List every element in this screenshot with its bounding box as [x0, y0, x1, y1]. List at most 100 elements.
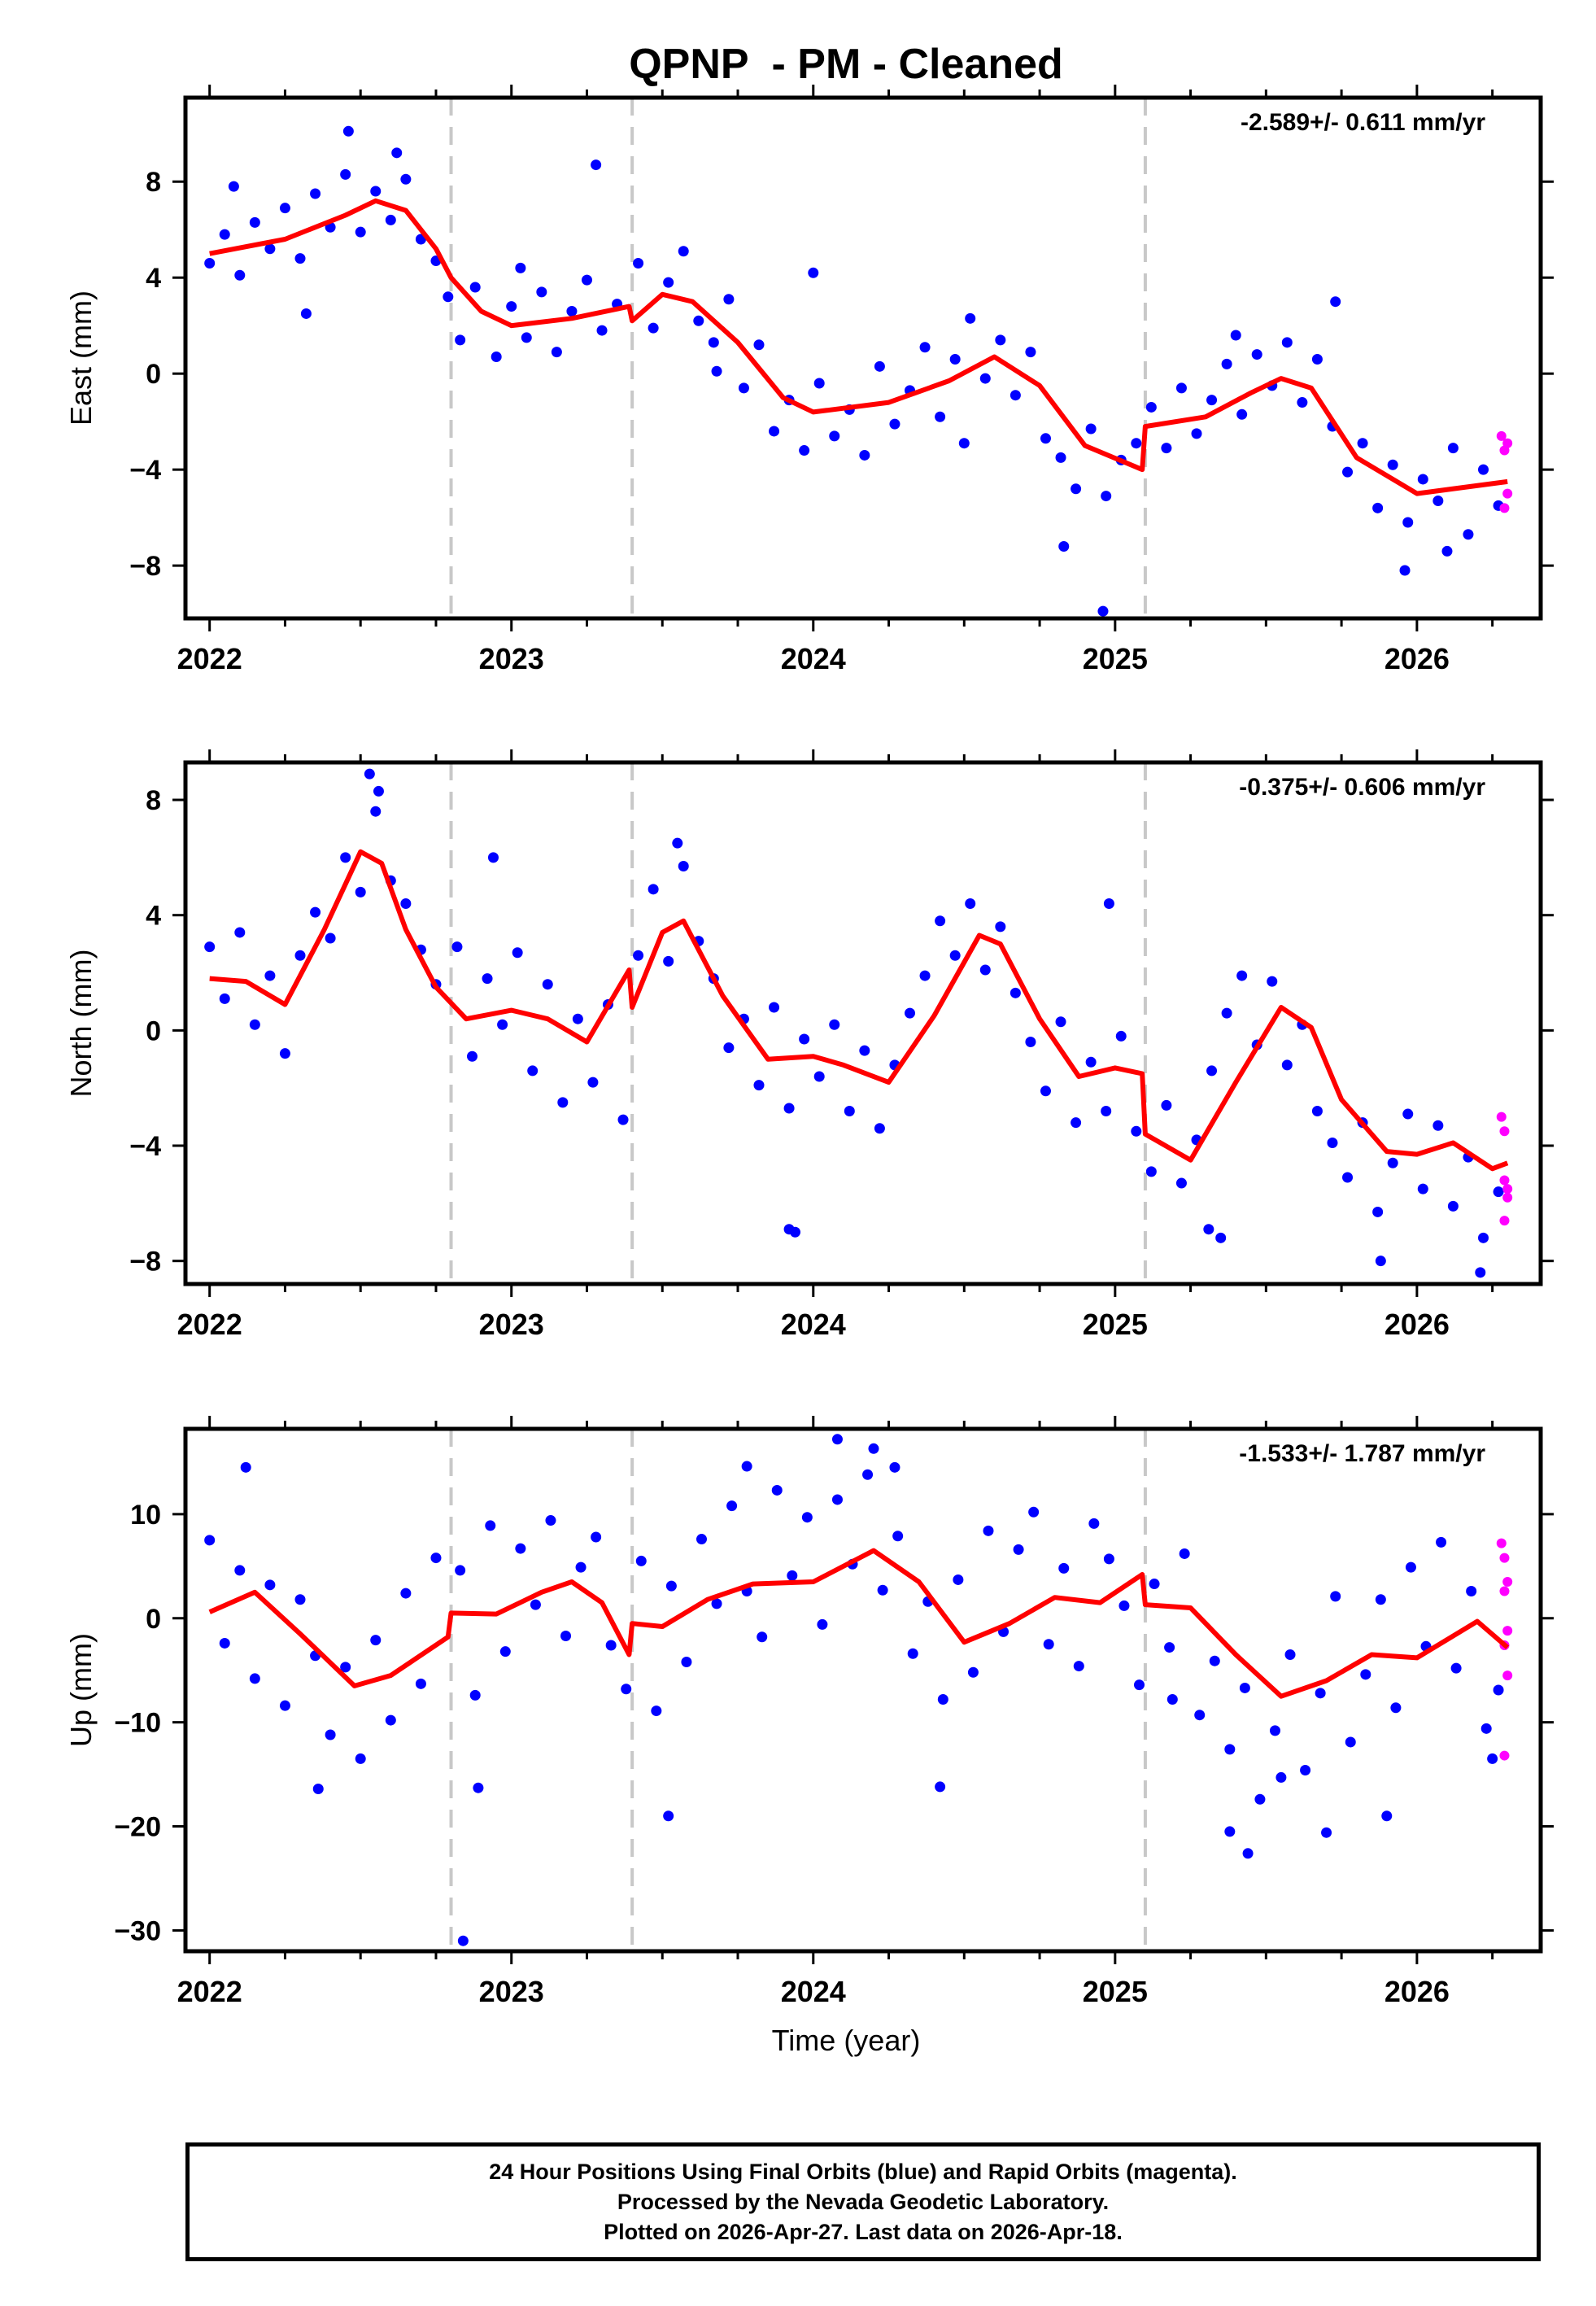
north-final-point — [355, 886, 366, 898]
up-ylabel: Up (mm) — [64, 1633, 98, 1747]
up-final-point — [953, 1574, 964, 1585]
north-panel: −8 −4 0 4 8 2022 2023 2024 2025 2026 North (mm) -0.… — [64, 749, 1554, 1341]
caption-line-2: Processed by the Nevada Geodetic Laborat… — [617, 2189, 1110, 2214]
north-rapid-point — [1502, 1192, 1513, 1203]
up-final-point — [868, 1443, 879, 1454]
east-final-point — [663, 277, 674, 288]
north-final-point — [1327, 1137, 1338, 1148]
east-final-point — [1387, 459, 1398, 470]
up-final-point — [575, 1561, 587, 1573]
up-final-point — [1166, 1694, 1178, 1705]
north-final-point — [919, 970, 931, 981]
up-final-point — [801, 1512, 813, 1523]
north-final-point — [527, 1065, 539, 1077]
up-final-point — [1330, 1591, 1341, 1602]
up-final-point — [1300, 1764, 1311, 1775]
east-final-point — [1399, 565, 1411, 576]
north-final-point — [1055, 1016, 1066, 1028]
east-final-point — [264, 243, 276, 255]
north-final-point — [753, 1080, 765, 1091]
up-final-point — [1088, 1518, 1100, 1529]
east-final-point — [234, 269, 246, 281]
north-ytick-label: 8 — [146, 785, 161, 816]
east-final-point — [648, 322, 659, 334]
up-final-point — [1043, 1639, 1054, 1650]
east-final-point — [693, 315, 704, 326]
up-final-point — [1405, 1561, 1416, 1573]
up-final-point — [1254, 1793, 1266, 1805]
east-final-point — [1236, 408, 1248, 420]
up-final-point — [741, 1461, 752, 1472]
east-final-point — [506, 301, 517, 312]
north-model-line — [209, 849, 1509, 1172]
north-final-point — [1493, 1186, 1504, 1198]
north-xtick-label: 2022 — [177, 1308, 242, 1341]
up-final-point — [621, 1684, 632, 1695]
east-xtick-label: 2023 — [479, 642, 544, 675]
up-final-point — [665, 1580, 677, 1592]
north-ylabel: North (mm) — [64, 950, 98, 1098]
north-xtick-label: 2026 — [1385, 1308, 1450, 1341]
caption-line-1: 24 Hour Positions Using Final Orbits (bl… — [489, 2159, 1237, 2184]
east-final-point — [300, 308, 312, 319]
east-final-point — [935, 411, 946, 422]
east-final-point — [455, 334, 466, 346]
east-final-point — [979, 373, 991, 384]
north-final-point — [672, 837, 683, 849]
east-final-point — [1131, 438, 1142, 449]
up-xtick-label: 2025 — [1083, 1975, 1148, 2008]
east-final-point — [1357, 438, 1368, 449]
up-final-point — [1179, 1548, 1190, 1559]
up-final-point — [831, 1434, 843, 1445]
north-final-point — [1131, 1125, 1142, 1137]
north-final-point — [1342, 1172, 1354, 1183]
east-ytick-label: 8 — [146, 167, 161, 198]
east-ytick-label: −8 — [129, 551, 161, 582]
up-final-point — [1360, 1669, 1371, 1680]
north-final-point — [1161, 1099, 1172, 1111]
north-final-point — [279, 1048, 290, 1059]
north-final-point — [1145, 1166, 1157, 1177]
east-final-point — [949, 353, 961, 365]
north-final-point — [1475, 1267, 1486, 1278]
up-final-point — [385, 1714, 396, 1726]
north-ytick-label: −8 — [129, 1247, 161, 1277]
east-final-point — [678, 246, 689, 257]
east-final-point — [859, 449, 870, 461]
east-final-point — [1161, 443, 1172, 454]
north-final-point — [400, 898, 412, 910]
east-final-point — [723, 294, 735, 305]
east-rapid-point — [1502, 488, 1513, 499]
up-final-point — [485, 1520, 496, 1531]
north-rapid-point — [1499, 1216, 1510, 1226]
north-rapid-point — [1496, 1112, 1507, 1122]
up-final-point — [1224, 1826, 1236, 1837]
up-final-point — [473, 1782, 484, 1793]
east-final-point — [581, 274, 592, 286]
east-final-point — [391, 147, 403, 159]
east-final-point — [1040, 433, 1051, 444]
north-final-point — [874, 1123, 885, 1134]
up-final-point — [340, 1662, 351, 1673]
east-final-point — [469, 282, 481, 293]
east-final-point — [219, 229, 230, 240]
east-final-point — [1097, 605, 1109, 617]
east-model-line — [209, 198, 1508, 496]
east-ytick-label: 4 — [146, 263, 161, 294]
east-final-point — [491, 352, 502, 363]
north-final-point — [813, 1071, 825, 1082]
up-final-point — [726, 1500, 738, 1512]
east-final-point — [515, 262, 526, 273]
up-final-point — [560, 1630, 572, 1641]
east-final-point — [310, 188, 321, 199]
east-final-point — [711, 365, 722, 377]
up-final-point — [1466, 1586, 1477, 1597]
east-final-point — [799, 445, 810, 456]
north-final-point — [310, 906, 321, 918]
up-final-point — [219, 1637, 230, 1649]
north-final-point — [617, 1114, 629, 1125]
up-ytick-label: −10 — [114, 1708, 161, 1739]
north-ytick-label: −4 — [129, 1131, 161, 1162]
up-final-point — [1450, 1662, 1462, 1674]
north-final-point — [678, 860, 689, 871]
